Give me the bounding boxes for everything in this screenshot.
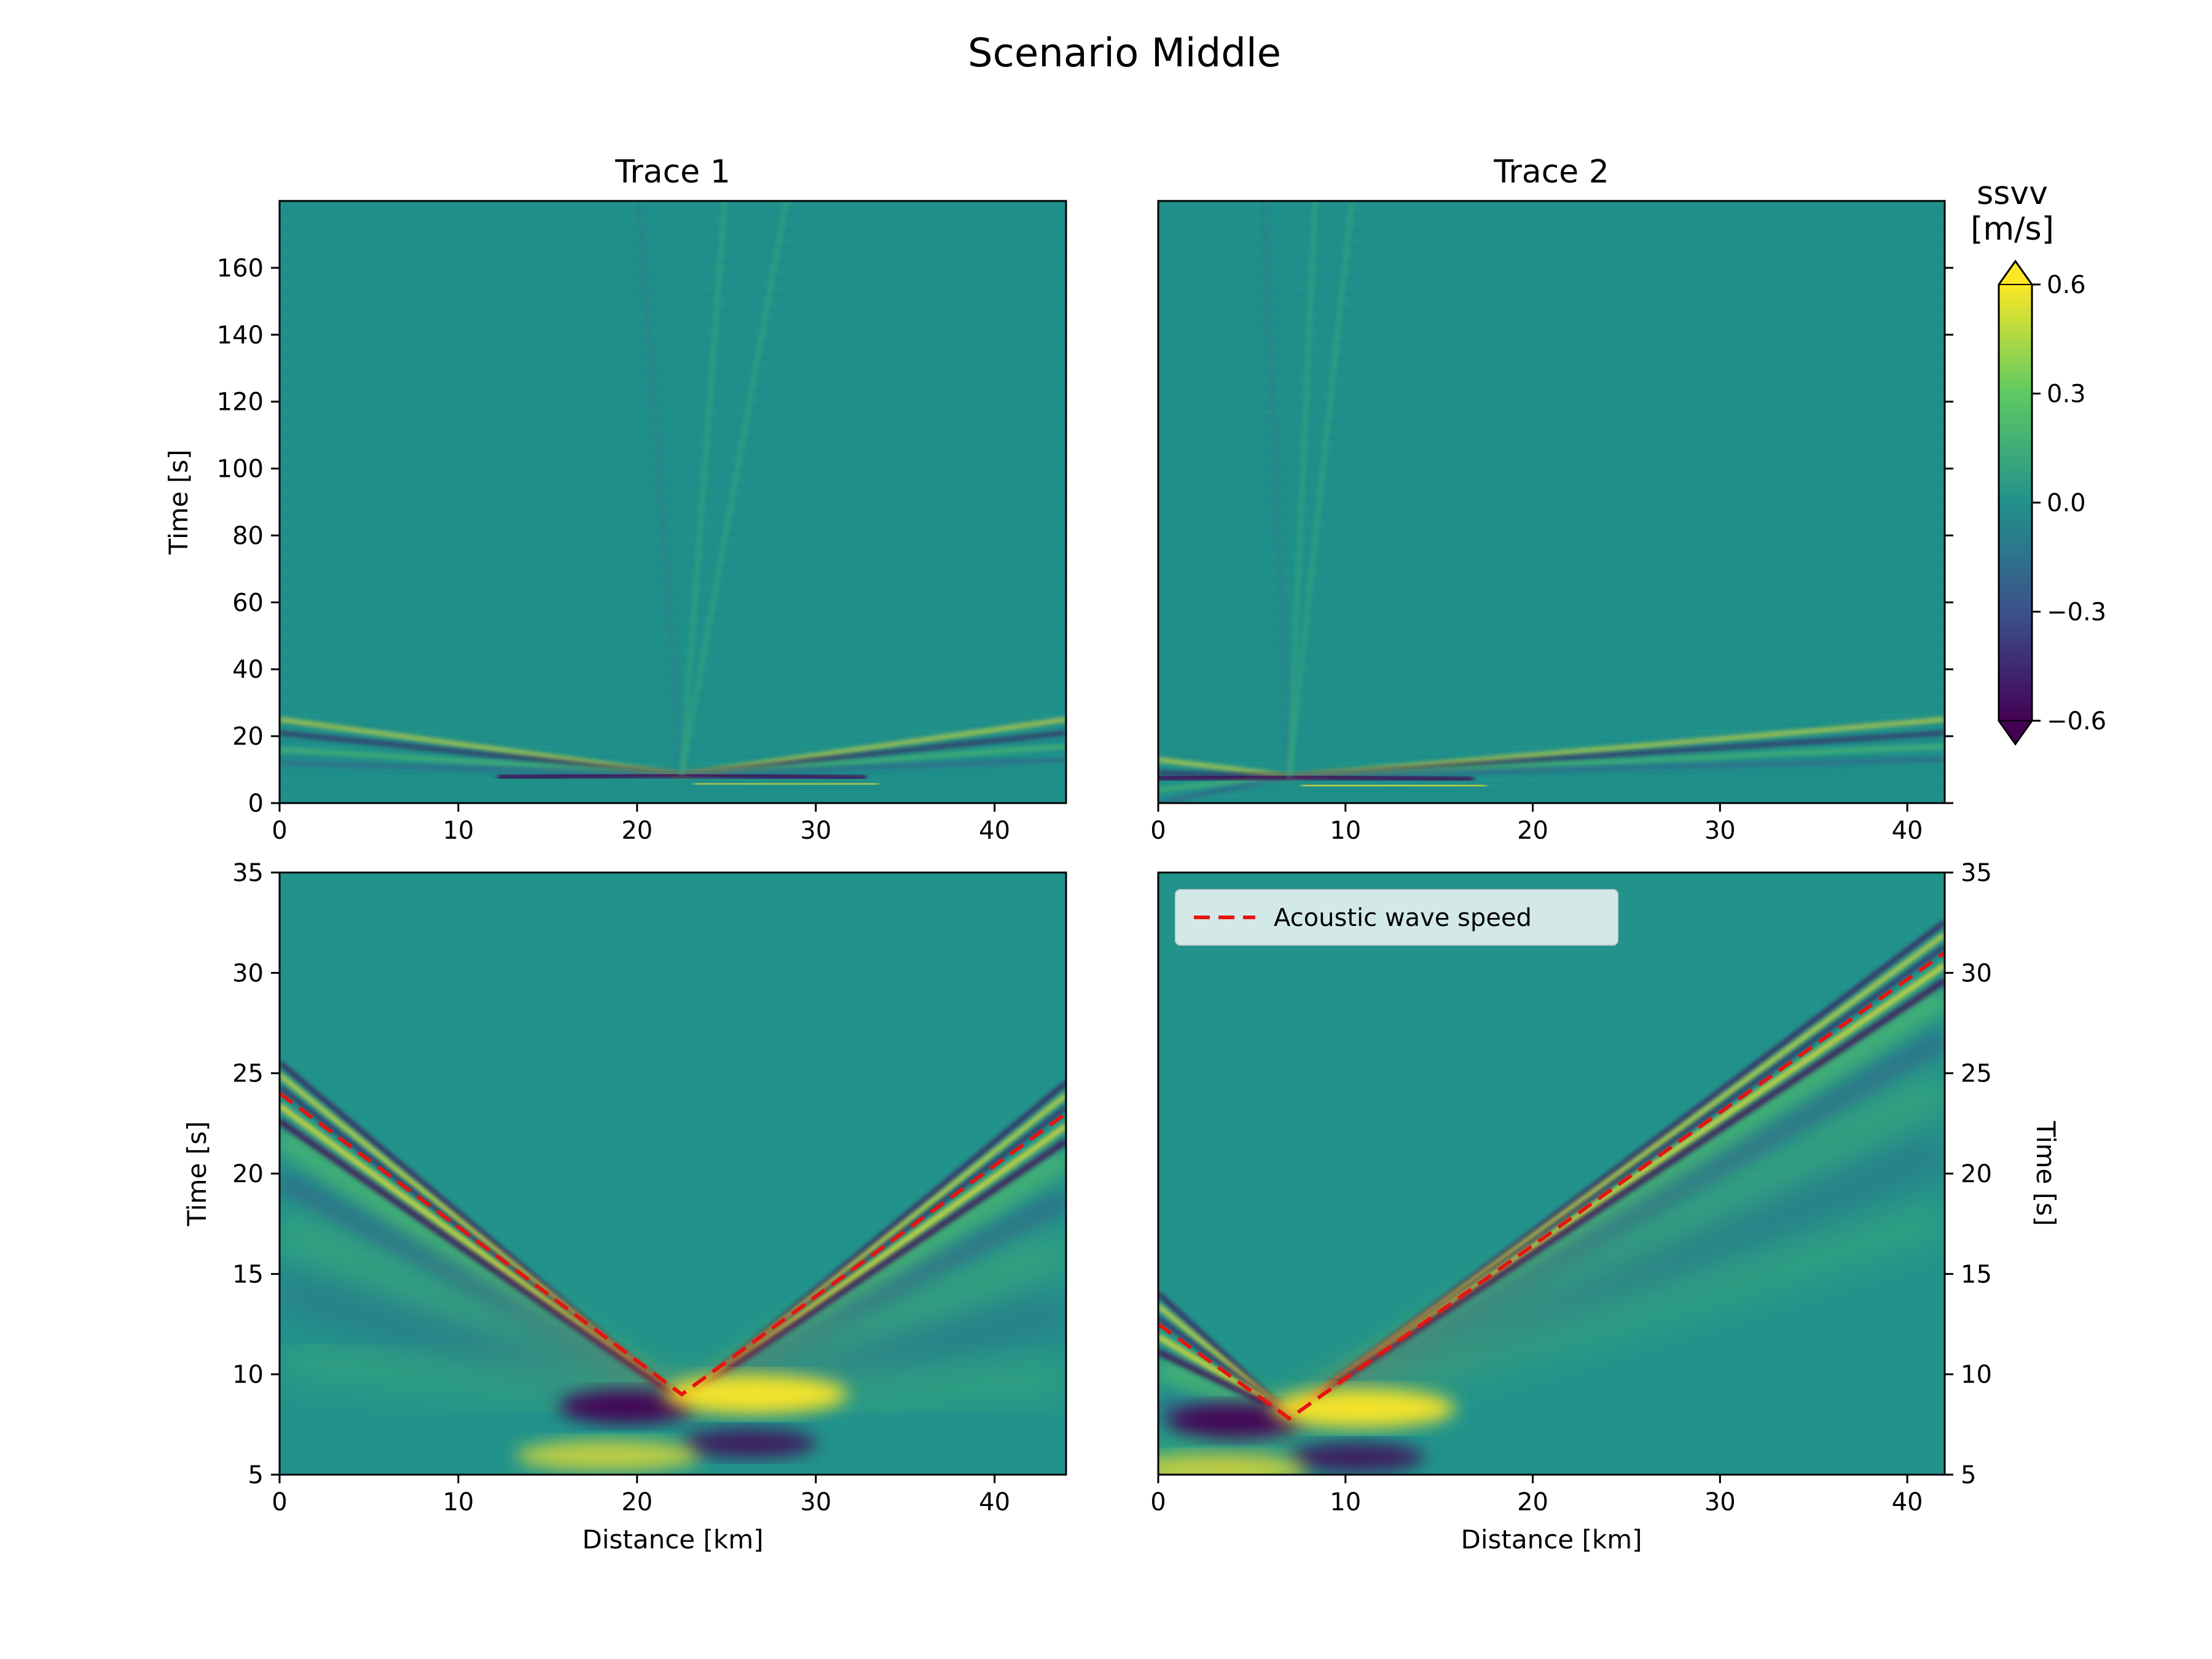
heatmap-background (280, 201, 1066, 803)
y-tick-label: 160 (217, 254, 264, 283)
hotspot-positive (1271, 1389, 1456, 1428)
colorbar: ssvv [m/s] 0.6 0.3 0.0 −0.3 −0.6 (1971, 175, 2106, 746)
x-tick-label: 30 (1704, 817, 1736, 845)
wave-ray (1261, 201, 1292, 777)
hotspot-positive (663, 1375, 848, 1414)
hotspot-positive (516, 1440, 700, 1472)
x-tick-label: 0 (272, 1488, 287, 1516)
y-tick-label: 35 (232, 859, 264, 887)
x-tick-label: 40 (1892, 1488, 1923, 1516)
hotspot-negative (1166, 1403, 1302, 1438)
x-tick-label: 40 (979, 1488, 1010, 1516)
legend-box (1175, 889, 1618, 946)
figure-suptitle: Scenario Middle (968, 31, 1281, 76)
colorbar-extend-min (1998, 720, 2033, 745)
y-tick-label: 30 (1961, 959, 1992, 987)
heatmap-field (1158, 201, 1945, 803)
panel-trace2-overview: 0 10 20 30 40 Trace 2 (1150, 154, 1953, 845)
x-tick-label: 20 (1517, 1488, 1548, 1516)
acoustic-wave-speed-line (280, 1091, 1066, 1397)
hotspot-positive (1158, 1454, 1308, 1475)
x-tick-label: 40 (979, 817, 1010, 845)
y-tick-label: 25 (232, 1060, 264, 1088)
wave-ray (1287, 201, 1355, 777)
axes-frame (1157, 200, 1946, 804)
wave-core (694, 780, 879, 787)
colorbar-tick-label: 0.6 (2047, 271, 2086, 299)
y-tick-label: 10 (232, 1361, 264, 1389)
y-tick-label: 5 (1961, 1461, 1976, 1489)
hotspot-negative (681, 1429, 817, 1459)
y-tick-label: 0 (248, 790, 264, 818)
colorbar-tick-label: 0.0 (2047, 489, 2086, 517)
legend: Acoustic wave speed (1175, 889, 1618, 946)
panel-title: Trace 2 (1493, 154, 1609, 190)
y-tick-label: 25 (1961, 1060, 1992, 1088)
y-tick-label: 80 (232, 522, 264, 550)
heatmap-field (280, 201, 1066, 803)
x-axis-label: Distance [km] (582, 1524, 763, 1555)
heatmap-background (1158, 201, 1945, 803)
x-tick-label: 30 (800, 817, 831, 845)
x-tick-label: 0 (1150, 1488, 1166, 1516)
x-tick-label: 10 (1330, 1488, 1361, 1516)
panel-trace1-zoom: 0 10 20 30 40 5 10 15 20 25 30 35 Distance [km] Time … (182, 859, 1067, 1555)
y-tick-label: 15 (232, 1260, 264, 1288)
y-tick-label: 20 (232, 1160, 264, 1188)
y-tick-label: 40 (232, 656, 264, 684)
y-tick-label: 35 (1961, 859, 1992, 887)
y-axis-label: Time [s] (182, 1121, 212, 1227)
colorbar-extend-max (1998, 260, 2033, 285)
x-tick-label: 0 (272, 817, 287, 845)
colorbar-tick-label: −0.6 (2047, 707, 2106, 735)
hotspot-negative (559, 1389, 694, 1424)
x-tick-label: 20 (621, 1488, 653, 1516)
y-tick-label: 140 (217, 321, 264, 350)
colorbar-label-line1: ssvv (1977, 175, 2048, 212)
acoustic-wave-speed-line (1158, 951, 1945, 1421)
y-tick-label: 60 (232, 589, 264, 617)
hotspot-negative (1289, 1443, 1425, 1472)
colorbar-tick-label: 0.3 (2047, 380, 2086, 409)
wave-ray (679, 201, 789, 775)
x-tick-label: 10 (442, 817, 474, 845)
panel-trace1-overview: 0 10 20 30 40 0 20 40 60 80 100 120 140 160 Trace 1 Tim… (163, 154, 1067, 845)
y-tick-label: 15 (1961, 1260, 1992, 1288)
x-tick-label: 30 (1704, 1488, 1736, 1516)
x-tick-label: 10 (1330, 817, 1361, 845)
panel-trace2-zoom: 0 10 20 30 40 5 10 15 20 25 30 35 Distance [km] Time … (1150, 859, 2061, 1555)
wave-ray (679, 201, 728, 775)
x-tick-label: 20 (621, 817, 653, 845)
y-tick-label: 20 (1961, 1160, 1992, 1188)
y-axis-label: Time [s] (2031, 1121, 2061, 1226)
y-tick-label: 120 (217, 388, 264, 417)
x-axis-label: Distance [km] (1461, 1524, 1642, 1555)
y-tick-label: 10 (1961, 1361, 1992, 1389)
y-tick-label: 20 (232, 723, 264, 751)
heatmap-background (1158, 873, 1945, 1475)
heatmap-field (1158, 873, 1945, 1475)
axes-frame (278, 200, 1067, 804)
x-tick-label: 20 (1517, 817, 1548, 845)
wave-ray (1287, 201, 1318, 777)
x-tick-label: 40 (1892, 817, 1923, 845)
y-tick-label: 5 (248, 1461, 264, 1489)
heatmap-field (280, 873, 1066, 1475)
x-tick-label: 30 (800, 1488, 831, 1516)
panel-title: Trace 1 (614, 154, 731, 190)
x-tick-label: 0 (1150, 817, 1166, 845)
y-axis-label: Time [s] (163, 450, 194, 555)
wave-core (1301, 782, 1486, 789)
x-tick-label: 10 (442, 1488, 474, 1516)
y-tick-label: 30 (232, 959, 264, 987)
colorbar-label-line2: [m/s] (1971, 211, 2054, 248)
legend-label: Acoustic wave speed (1274, 904, 1532, 932)
colorbar-tick-label: −0.3 (2047, 598, 2106, 627)
wave-ray (636, 201, 684, 775)
colorbar-gradient (1999, 284, 2032, 721)
y-tick-label: 100 (217, 455, 264, 484)
